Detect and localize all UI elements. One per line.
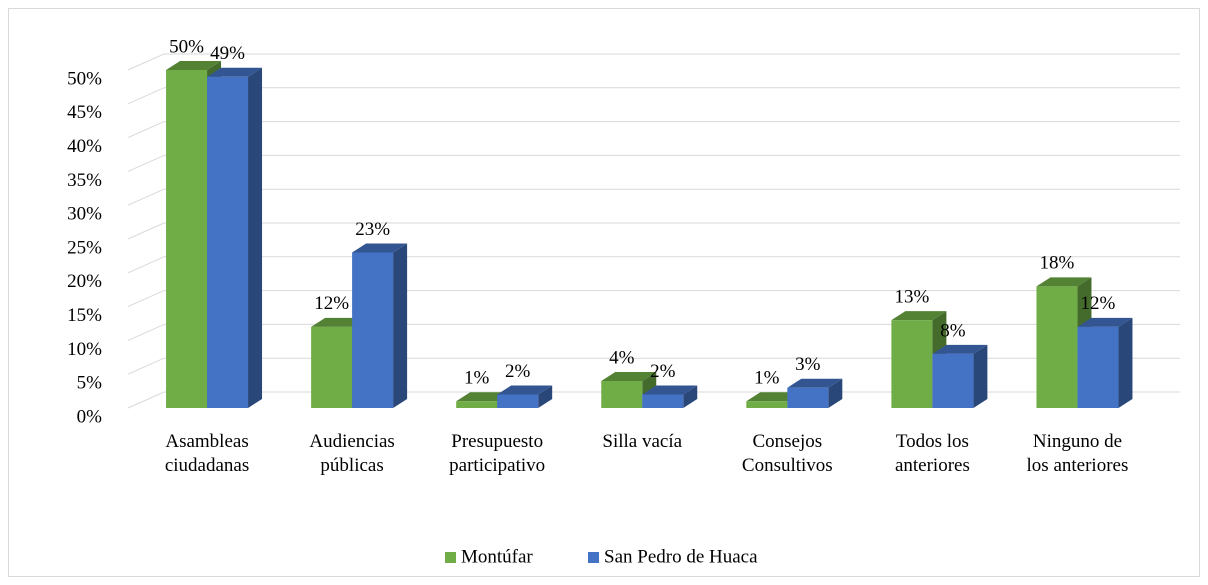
grid-line bbox=[127, 256, 165, 274]
grid-line bbox=[127, 290, 165, 308]
y-tick-label: 35% bbox=[67, 170, 102, 191]
bar-top bbox=[601, 371, 657, 381]
bar-front bbox=[932, 353, 974, 408]
bar-top bbox=[166, 61, 222, 70]
x-tick-label: Silla vacía bbox=[602, 431, 683, 452]
bar-front bbox=[311, 326, 353, 408]
value-label: 23% bbox=[355, 219, 390, 240]
value-label: 12% bbox=[1081, 293, 1116, 314]
x-tick-label: Consejos Consultivos bbox=[741, 431, 833, 476]
bar bbox=[1077, 317, 1133, 408]
bar bbox=[207, 67, 263, 408]
bar-top bbox=[1077, 317, 1133, 327]
legend-label: Montúfar bbox=[461, 546, 533, 567]
value-label: 4% bbox=[609, 347, 635, 368]
bar-front bbox=[456, 401, 498, 408]
bar-top bbox=[207, 67, 263, 77]
bar bbox=[787, 378, 843, 408]
bar-side bbox=[538, 385, 553, 408]
bar-side bbox=[248, 67, 263, 408]
chart-border bbox=[8, 8, 1200, 577]
value-label: 2% bbox=[505, 361, 531, 382]
bar-front bbox=[166, 70, 208, 408]
bar-front bbox=[746, 401, 788, 408]
bar-front bbox=[601, 380, 643, 408]
y-tick-label: 40% bbox=[67, 136, 102, 157]
y-tick-label: 20% bbox=[67, 271, 102, 292]
bar-front bbox=[207, 76, 249, 408]
bar bbox=[932, 344, 988, 408]
bar-front bbox=[1077, 326, 1119, 408]
x-tick-label: Asambleas ciudadanas bbox=[164, 431, 250, 476]
value-label: 2% bbox=[650, 361, 676, 382]
bar-front bbox=[352, 252, 394, 408]
grid-line bbox=[127, 154, 165, 172]
grid-line bbox=[127, 391, 165, 409]
y-tick-label: 15% bbox=[67, 305, 102, 326]
x-tick-label: Ninguno de los anteriores bbox=[1026, 431, 1129, 476]
bar-top bbox=[1036, 277, 1092, 287]
value-label: 3% bbox=[795, 354, 821, 375]
value-label: 49% bbox=[210, 43, 245, 64]
bar-top bbox=[932, 344, 988, 354]
bar-top bbox=[642, 385, 698, 395]
bar-front bbox=[642, 394, 684, 408]
value-label: 12% bbox=[314, 293, 349, 314]
bar-side bbox=[683, 385, 698, 408]
bar bbox=[642, 385, 698, 408]
x-tick-label: Todos los anteriores bbox=[894, 431, 970, 476]
grid-line bbox=[127, 323, 165, 341]
legend-label: San Pedro de Huaca bbox=[604, 546, 758, 567]
grid-line bbox=[127, 357, 165, 375]
y-tick-label: 50% bbox=[67, 68, 102, 89]
x-tick-label: Presupuesto participativo bbox=[449, 431, 546, 476]
legend-swatch bbox=[445, 552, 456, 563]
value-label: 50% bbox=[169, 36, 204, 57]
x-tick-label: Audiencias públicas bbox=[309, 431, 395, 476]
y-tick-label: 45% bbox=[67, 102, 102, 123]
y-tick-label: 30% bbox=[67, 204, 102, 225]
y-tick-label: 10% bbox=[67, 339, 102, 360]
grid-line bbox=[127, 222, 165, 240]
y-tick-label: 0% bbox=[77, 406, 103, 427]
grid-line bbox=[127, 121, 165, 139]
bar bbox=[352, 243, 408, 408]
bar-side bbox=[973, 344, 988, 408]
bar-front bbox=[891, 320, 933, 408]
grid-line bbox=[127, 87, 165, 105]
bar-front bbox=[787, 387, 829, 408]
bar-front bbox=[497, 394, 539, 408]
bar-top bbox=[497, 385, 553, 395]
legend-swatch bbox=[588, 552, 599, 563]
value-label: 13% bbox=[894, 286, 929, 307]
bar-side bbox=[1118, 317, 1133, 408]
bar-side bbox=[393, 243, 408, 408]
bar-top bbox=[352, 243, 408, 253]
y-tick-label: 25% bbox=[67, 237, 102, 258]
value-label: 18% bbox=[1040, 253, 1075, 274]
bar bbox=[601, 371, 657, 408]
value-label: 1% bbox=[754, 368, 780, 389]
value-label: 8% bbox=[940, 320, 966, 341]
bar-top bbox=[787, 378, 843, 388]
grid-line bbox=[127, 53, 165, 71]
value-label: 1% bbox=[464, 368, 490, 389]
y-tick-label: 5% bbox=[77, 373, 103, 394]
bar-top bbox=[891, 311, 947, 321]
bar-side bbox=[828, 378, 843, 408]
bar bbox=[497, 385, 553, 408]
grid-line bbox=[127, 188, 165, 206]
bar-front bbox=[1036, 286, 1078, 408]
